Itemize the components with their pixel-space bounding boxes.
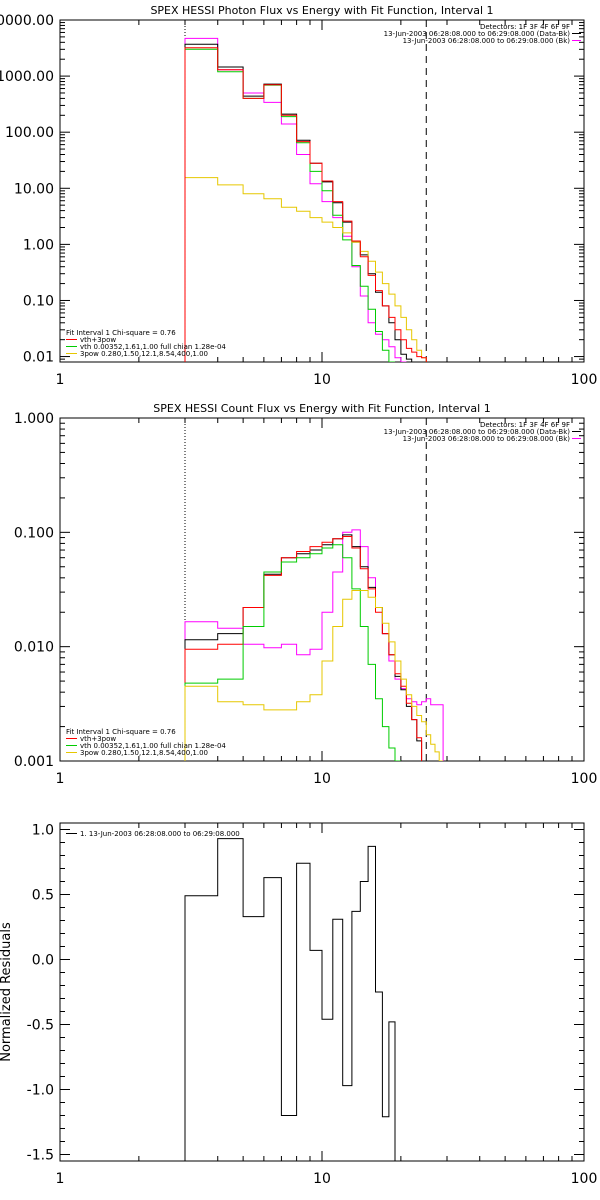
y-tick-label: -1.0	[27, 1083, 54, 1099]
series-line-2	[184, 43, 417, 362]
x-tick-label: 10	[313, 372, 331, 388]
x-tick-label: 1	[56, 372, 65, 388]
chart-title: SPEX HESSI Count Flux vs Energy with Fit…	[153, 402, 490, 415]
series-line-5	[184, 590, 444, 761]
legend-text: vth+3pow	[80, 336, 116, 344]
x-tick-label: 10	[313, 771, 331, 787]
x-tick-label: 10	[313, 1171, 331, 1187]
legend-text: vth+3pow	[80, 735, 116, 743]
y-tick-label: 1.000	[14, 411, 54, 427]
info-text: Detectors: 1F 3F 4F 6F 9F	[480, 23, 570, 31]
x-tick-label: 100	[571, 372, 598, 388]
series-line-1	[184, 37, 407, 362]
info-text: 13-Jun-2003 06:28:08.000 to 06:29:08.000…	[403, 37, 571, 45]
plot-frame	[59, 417, 585, 762]
y-tick-label: 0.100	[14, 525, 54, 541]
x-tick-label: 1	[56, 771, 65, 787]
info-text: 13-Jun-2003 06:28:08.000 to 06:29:08.000…	[384, 30, 571, 38]
series-line-4	[184, 177, 427, 362]
y-axis-label: Normalized Residuals	[0, 922, 14, 1062]
legend-text: 3pow 0.280,1.50,12.1,8.54,400,1.00	[80, 749, 208, 757]
x-tick-label: 100	[571, 1171, 598, 1187]
legend-text: Fit Interval 1 Chi-square = 0.76	[66, 728, 176, 736]
legend-text: 1. 13-Jun-2003 06:28:08.000 to 06:29:08.…	[80, 830, 240, 838]
info-text: 13-Jun-2003 06:28:08.000 to 06:29:08.000…	[403, 435, 571, 443]
y-tick-label: -1.5	[27, 1148, 54, 1164]
y-tick-label: 1.00	[23, 237, 54, 253]
y-tick-label: 0.01	[23, 350, 54, 366]
y-tick-label: 10.00	[14, 181, 54, 197]
info-text: Detectors: 1F 3F 4F 6F 9F	[480, 421, 570, 429]
y-tick-label: -0.5	[27, 1018, 54, 1034]
chart-panel-2: SPEX HESSI Count Flux vs Energy with Fit…	[14, 402, 597, 787]
y-tick-label: 1.0	[32, 823, 54, 839]
series-line-1	[184, 529, 444, 761]
series-line-3	[184, 48, 395, 362]
chart-panel-3: 1 10 100 -1.5 -1.0 -0.5 0.0 0.5 1.0 Normalized Re…	[0, 822, 598, 1187]
y-tick-label: 0.010	[14, 640, 54, 656]
chart-panel-1: SPEX HESSI Photon Flux vs Energy with Fi…	[0, 4, 597, 388]
x-tick-label: 1	[56, 1171, 65, 1187]
legend-text: 3pow 0.280,1.50,12.1,8.54,400,1.00	[80, 350, 208, 358]
y-tick-label: 1000.00	[0, 69, 54, 85]
series-line-5	[184, 47, 427, 362]
y-tick-label: 0.0	[32, 953, 54, 969]
chart-title: SPEX HESSI Photon Flux vs Energy with Fi…	[150, 4, 493, 17]
legend-text: Fit Interval 1 Chi-square = 0.76	[66, 329, 176, 337]
series-line-1	[184, 838, 396, 1161]
y-tick-label: 0.001	[14, 754, 54, 770]
y-tick-label: 0.10	[23, 293, 54, 309]
series-line-2	[184, 534, 423, 761]
series-line-3	[184, 536, 423, 761]
y-tick-label: 10000.00	[0, 13, 54, 29]
y-tick-label: 100.00	[5, 125, 54, 141]
x-tick-label: 100	[571, 771, 598, 787]
legend-text: vth 0.00352,1.61,1.00 full chian 1.28e-0…	[80, 343, 226, 351]
legend-text: vth 0.00352,1.61,1.00 full chian 1.28e-0…	[80, 742, 226, 750]
series-line-4	[184, 544, 401, 761]
info-text: 13-Jun-2003 06:28:08.000 to 06:29:08.000…	[384, 428, 571, 436]
y-tick-label: 0.5	[32, 888, 54, 904]
